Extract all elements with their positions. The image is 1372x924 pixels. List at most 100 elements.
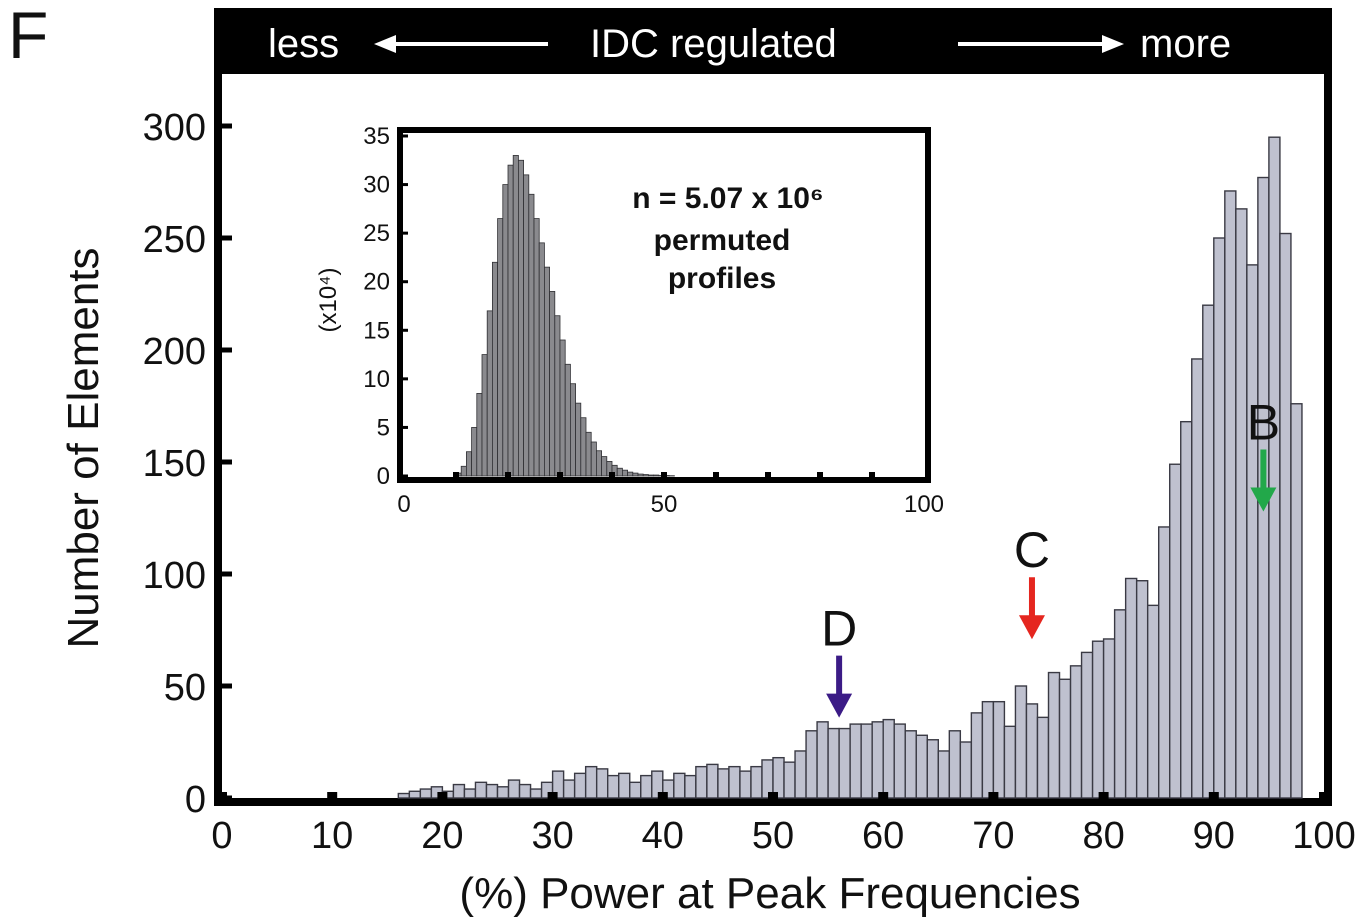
inset-chart: 0 50 100 0 5 10 15 20 25 30 35 (x10⁴) n = 5.07 x …: [315, 123, 944, 518]
main-bar: [408, 790, 422, 799]
main-bar: [728, 765, 741, 799]
inset-y-tick-label: 30: [363, 172, 390, 199]
main-bar: [959, 741, 973, 799]
main-x-tick-mark: [768, 792, 778, 802]
inset-bar: [637, 473, 644, 477]
main-bar: [838, 727, 851, 799]
main-x-tick-mark: [988, 792, 999, 802]
inset-bar: [564, 363, 571, 477]
main-bar: [673, 772, 686, 799]
main-bar: [1113, 609, 1127, 799]
left-arrow-icon: [374, 35, 548, 53]
main-bar: [1047, 671, 1061, 799]
main-x-tick-label: 20: [421, 815, 463, 857]
main-bar: [794, 750, 807, 799]
main-bar: [529, 788, 543, 799]
inset-bar: [570, 383, 577, 477]
inset-x-minor-tick: [765, 472, 771, 478]
inset-x-minor-tick: [661, 472, 667, 478]
main-x-tick-label: 80: [1082, 815, 1124, 857]
inset-x-minor-tick: [713, 472, 719, 478]
x-axis-title: (%) Power at Peak Frequencies: [459, 869, 1080, 918]
main-bar: [926, 739, 940, 799]
main-bar: [827, 727, 840, 799]
inset-bar: [460, 465, 467, 477]
panel-label: F: [8, 0, 48, 72]
inset-bar: [554, 315, 561, 477]
main-bar: [485, 783, 499, 799]
main-bar: [452, 783, 466, 799]
main-bar: [1124, 577, 1138, 799]
main-x-tick-label: 60: [862, 815, 904, 857]
main-bar: [573, 772, 587, 799]
annotation-arrowhead-d: [826, 693, 853, 718]
main-bar: [496, 786, 510, 799]
inset-bar: [575, 402, 582, 477]
main-bar: [970, 712, 984, 799]
inset-bar: [648, 474, 655, 477]
inset-bar: [549, 291, 556, 477]
inset-bars: [455, 155, 675, 477]
inset-bar: [622, 469, 629, 477]
main-bar: [1235, 208, 1248, 799]
inset-y-tick-label: 5: [377, 414, 390, 441]
inset-bar: [538, 242, 545, 477]
main-x-tick-mark: [437, 792, 448, 802]
inset-note-line3: profiles: [668, 262, 776, 295]
main-bar: [1279, 232, 1292, 799]
main-bar: [1135, 580, 1149, 799]
annotation-label-d: D: [821, 601, 857, 657]
main-bar: [518, 783, 532, 799]
inset-x-tick-label: 0: [397, 491, 410, 518]
main-y-tick-label: 0: [185, 779, 206, 821]
main-x-tick-label: 10: [311, 815, 353, 857]
main-bar: [849, 723, 862, 799]
main-x-tick-label: 50: [752, 815, 794, 857]
main-bar: [904, 730, 917, 799]
inset-x-ticks: 0 50 100: [397, 472, 944, 518]
main-bar: [397, 792, 411, 799]
main-x-tick-mark: [878, 792, 889, 802]
main-bar: [750, 765, 763, 799]
main-bar: [1224, 190, 1237, 799]
main-bar: [981, 700, 995, 799]
main-bar: [893, 723, 906, 799]
inset-bar: [632, 472, 639, 477]
main-bar: [1246, 264, 1259, 799]
y-axis-title: Number of Elements: [59, 247, 108, 648]
inset-x-minor-tick: [609, 472, 615, 478]
main-bar: [1180, 420, 1193, 799]
inset-bar: [627, 471, 634, 477]
main-bar: [992, 700, 1006, 799]
main-bar: [1080, 651, 1094, 799]
main-x-tick-mark: [547, 792, 558, 802]
inset-x-tick-label: 100: [904, 491, 944, 518]
main-bar: [882, 718, 895, 799]
inset-bar: [528, 193, 535, 477]
inset-frame: [397, 127, 931, 483]
main-bar: [1014, 685, 1028, 799]
main-bar: [1213, 237, 1226, 799]
main-bar: [463, 788, 477, 799]
annotation-label-b: B: [1247, 395, 1280, 451]
banner-less-label: less: [268, 22, 339, 66]
inset-note-line1: n = 5.07 x 10⁶: [632, 182, 823, 215]
main-bar: [629, 781, 642, 799]
banner-more-label: more: [1140, 22, 1231, 66]
annotation-label-c: C: [1014, 522, 1050, 578]
inset-bar: [512, 155, 519, 477]
inset-bar: [476, 393, 483, 477]
main-x-tick-mark: [657, 792, 668, 802]
main-bar: [1003, 725, 1017, 799]
inset-bar: [642, 474, 649, 477]
main-y-tick-label: 250: [143, 219, 206, 261]
main-annotations: D C B: [821, 395, 1280, 718]
inset-bar: [502, 184, 509, 477]
main-bar: [772, 756, 785, 799]
main-bar: [948, 730, 962, 799]
inset-bar: [491, 261, 498, 477]
inset-y-tick-label: 0: [377, 463, 390, 490]
inset-y-tick-label: 35: [363, 123, 390, 150]
main-bar: [562, 779, 576, 799]
main-x-tick-label: 70: [972, 815, 1014, 857]
